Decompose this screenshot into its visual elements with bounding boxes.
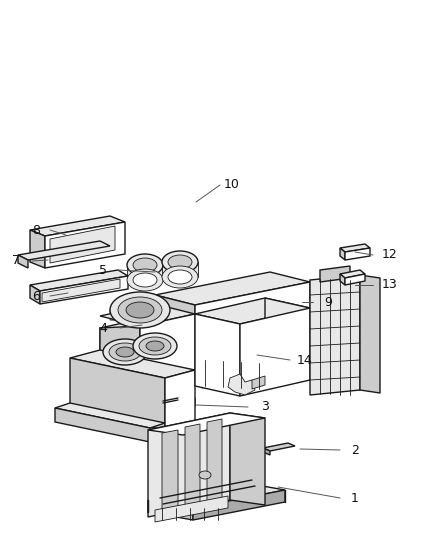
Ellipse shape — [168, 255, 192, 269]
Polygon shape — [165, 398, 195, 412]
Polygon shape — [155, 400, 165, 412]
Text: 8: 8 — [32, 223, 40, 237]
Text: 7: 7 — [12, 254, 20, 268]
Polygon shape — [360, 275, 380, 393]
Polygon shape — [165, 370, 195, 430]
Ellipse shape — [103, 339, 147, 365]
Polygon shape — [240, 308, 310, 396]
Polygon shape — [195, 298, 310, 324]
Polygon shape — [40, 276, 128, 304]
Text: 3: 3 — [261, 400, 269, 414]
Text: 14: 14 — [297, 353, 313, 367]
Polygon shape — [70, 350, 195, 378]
Text: 6: 6 — [32, 289, 40, 303]
Polygon shape — [202, 345, 282, 388]
Polygon shape — [100, 304, 195, 326]
Ellipse shape — [162, 251, 198, 273]
Polygon shape — [207, 419, 222, 503]
Polygon shape — [340, 274, 345, 285]
Text: 9: 9 — [324, 295, 332, 309]
Polygon shape — [310, 275, 360, 395]
Polygon shape — [140, 314, 195, 382]
Polygon shape — [320, 266, 350, 282]
Polygon shape — [148, 413, 265, 435]
Polygon shape — [100, 316, 155, 352]
Polygon shape — [185, 424, 200, 508]
Polygon shape — [193, 490, 285, 520]
Polygon shape — [345, 274, 365, 285]
Polygon shape — [70, 358, 165, 430]
Polygon shape — [30, 230, 45, 268]
Polygon shape — [110, 310, 162, 322]
Polygon shape — [215, 348, 295, 390]
Polygon shape — [200, 355, 215, 390]
Polygon shape — [228, 374, 255, 395]
Ellipse shape — [127, 254, 163, 276]
Text: 4: 4 — [99, 321, 107, 335]
Polygon shape — [155, 394, 195, 404]
Polygon shape — [127, 265, 163, 280]
Polygon shape — [42, 279, 120, 302]
Ellipse shape — [127, 269, 163, 291]
Polygon shape — [30, 285, 40, 304]
Polygon shape — [345, 248, 370, 260]
Ellipse shape — [126, 302, 154, 318]
Polygon shape — [100, 326, 140, 382]
Text: 10: 10 — [224, 179, 240, 191]
Text: 5: 5 — [99, 263, 107, 277]
Polygon shape — [162, 262, 198, 277]
Polygon shape — [195, 282, 310, 350]
Ellipse shape — [116, 347, 134, 357]
Polygon shape — [18, 255, 28, 268]
Ellipse shape — [110, 292, 170, 328]
Polygon shape — [18, 241, 110, 260]
Polygon shape — [252, 376, 265, 389]
Polygon shape — [50, 226, 115, 263]
Ellipse shape — [139, 337, 171, 355]
Polygon shape — [155, 496, 228, 522]
Polygon shape — [148, 482, 285, 508]
Polygon shape — [55, 403, 165, 428]
Polygon shape — [200, 342, 295, 361]
Polygon shape — [45, 222, 125, 268]
Polygon shape — [162, 430, 178, 513]
Polygon shape — [155, 272, 310, 305]
Text: 1: 1 — [351, 491, 359, 505]
Polygon shape — [195, 314, 240, 396]
Polygon shape — [263, 443, 295, 451]
Polygon shape — [340, 248, 345, 260]
Polygon shape — [30, 270, 128, 291]
Polygon shape — [340, 244, 370, 252]
Text: 2: 2 — [351, 443, 359, 456]
Polygon shape — [55, 408, 150, 442]
Ellipse shape — [118, 297, 162, 323]
Polygon shape — [148, 413, 230, 517]
Ellipse shape — [146, 341, 164, 351]
Polygon shape — [340, 270, 365, 278]
Text: 13: 13 — [382, 279, 398, 292]
Polygon shape — [263, 448, 270, 455]
Polygon shape — [265, 298, 310, 380]
Polygon shape — [148, 500, 193, 520]
Polygon shape — [30, 216, 125, 236]
Ellipse shape — [162, 266, 198, 288]
Ellipse shape — [168, 270, 192, 284]
Ellipse shape — [109, 343, 141, 361]
Ellipse shape — [133, 273, 157, 287]
Ellipse shape — [133, 258, 157, 272]
Ellipse shape — [133, 333, 177, 359]
Polygon shape — [155, 295, 195, 350]
Text: 12: 12 — [382, 248, 398, 262]
Ellipse shape — [199, 471, 211, 479]
Polygon shape — [230, 413, 265, 505]
